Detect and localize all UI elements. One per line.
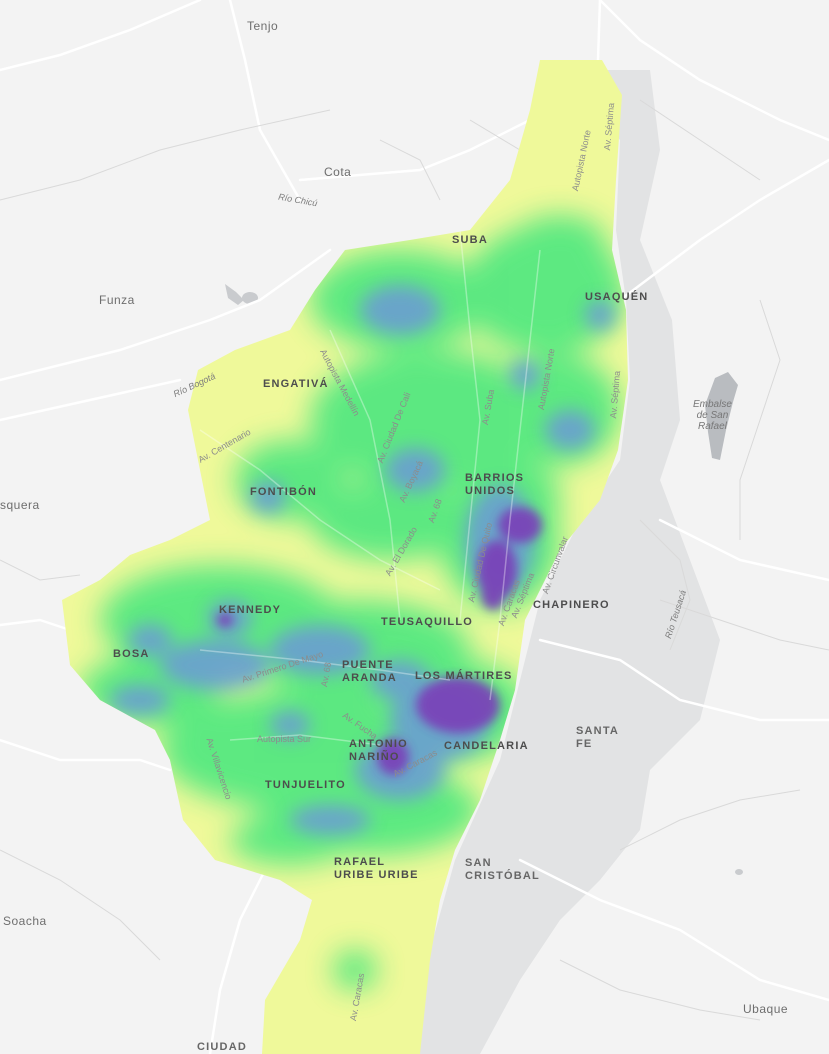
town-ubaque: Ubaque [743, 1002, 789, 1016]
district-kennedy: KENNEDY [219, 604, 282, 616]
district-bosa: BOSA [113, 648, 150, 660]
district-teusaquillo: TEUSAQUILLO [381, 616, 474, 628]
town-cota: Cota [324, 165, 352, 179]
town-tenjo: Tenjo [247, 19, 279, 33]
district-san-cristobal: SAN CRISTÓBAL [465, 857, 540, 882]
embalse-san-rafael-water [705, 372, 738, 460]
district-suba: SUBA [452, 234, 488, 246]
district-santa-fe: SANTA FE [576, 725, 620, 750]
district-puente-aranda: PUENTE ARANDA [342, 659, 397, 684]
district-los-martires: LOS MÁRTIRES [415, 670, 513, 682]
town-funza: Funza [99, 293, 135, 307]
town-soacha: Soacha [3, 914, 47, 928]
road-autopista-sur: Autopista Sur [257, 734, 312, 744]
district-candelaria: CANDELARIA [444, 740, 529, 752]
district-fontibon: FONTIBÓN [250, 486, 318, 498]
town-mosquera: squera [0, 498, 40, 512]
town-ciudad: CIUDAD [197, 1041, 247, 1053]
district-barrios-unidos: BARRIOS UNIDOS [465, 472, 525, 497]
district-chapinero: CHAPINERO [533, 599, 610, 611]
eastern-hills [415, 70, 720, 1054]
district-usaquen: USAQUÉN [585, 291, 649, 303]
district-rafael-uribe-uribe: RAFAEL URIBE URIBE [334, 856, 419, 881]
district-tunjuelito: TUNJUELITO [265, 779, 346, 791]
district-antonio-narino: ANTONIO NARIÑO [349, 738, 408, 763]
label-embalse-san-rafael: Embalse de San Rafael [693, 399, 732, 432]
district-engativa: ENGATIVÁ [263, 378, 329, 390]
